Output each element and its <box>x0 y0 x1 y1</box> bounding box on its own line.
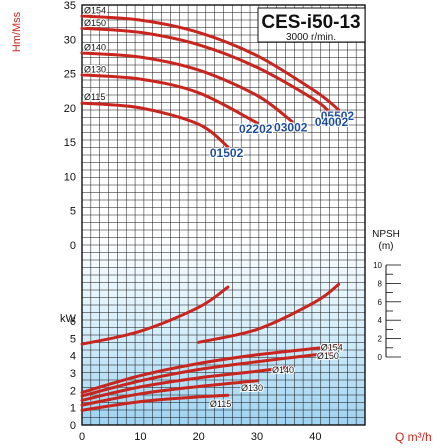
impeller-label: Ø115 <box>84 92 105 102</box>
npsh-tick-label: 10 <box>373 261 382 270</box>
x-axis-label: Q m³/h <box>395 430 432 444</box>
npsh-tick-label: 8 <box>378 279 383 288</box>
y-tick-label-head: 20 <box>64 103 76 115</box>
head-series-label: 02202 <box>239 122 273 136</box>
y-tick-label-head: 10 <box>64 171 76 183</box>
npsh-curve <box>197 282 341 344</box>
y-tick-label-head: 35 <box>64 0 76 12</box>
plot-border <box>81 4 366 426</box>
power-curve <box>80 379 259 407</box>
y-tick-label-head: 15 <box>64 137 76 149</box>
impeller-label: Ø140 <box>84 43 106 53</box>
npsh-curve <box>80 285 230 346</box>
head-curve-02202 <box>80 73 259 125</box>
head-curve-03002 <box>80 51 294 124</box>
y-tick-label-power: 2 <box>70 385 76 397</box>
curve-labels: 0550204002030020220201502Ø154Ø150Ø140Ø13… <box>83 5 355 411</box>
power-series-label: Ø154 <box>321 343 343 353</box>
power-series-label: Ø140 <box>272 365 294 375</box>
head-curve-04002 <box>80 26 335 118</box>
power-series-label: Ø115 <box>210 399 231 409</box>
y-tick-label-head: 25 <box>64 69 76 81</box>
x-tick-label: 30 <box>251 431 263 443</box>
curves <box>80 14 341 412</box>
power-curve <box>80 344 341 394</box>
head-series-label: 03002 <box>274 121 308 135</box>
power-curve <box>80 393 230 412</box>
x-tick-label: 10 <box>134 431 146 443</box>
plot-frame <box>81 4 366 426</box>
power-series-label: Ø130 <box>241 383 263 393</box>
power-series-label: Ø150 <box>317 351 339 361</box>
npsh-unit: (m) <box>379 241 394 252</box>
y-tick-label-power: 6 <box>70 316 76 328</box>
npsh-label: NPSH <box>372 229 400 240</box>
x-tick-label: 20 <box>193 431 205 443</box>
y-tick-label-power: 5 <box>70 333 76 345</box>
power-curve <box>80 365 294 402</box>
y-axis-label-head: Hm/Mss <box>11 11 23 52</box>
title-box: CES-i50-13 3000 r/min. <box>257 7 366 43</box>
x-tick-label: 40 <box>309 431 321 443</box>
npsh-tick-label: 2 <box>378 335 383 344</box>
head-curve-01502 <box>80 101 230 149</box>
npsh-tick-label: 4 <box>378 316 383 325</box>
y-tick-label-power: 3 <box>70 368 76 380</box>
npsh-tick-label: 0 <box>378 353 383 362</box>
y-tick-label-power: 1 <box>70 403 76 415</box>
chart-subtitle: 3000 r/min. <box>286 32 336 43</box>
head-curve-05502 <box>80 14 341 112</box>
impeller-label: Ø130 <box>84 65 106 75</box>
impeller-label: Ø150 <box>84 18 106 28</box>
x-tick-label: 0 <box>79 431 85 443</box>
y-tick-label-head: 5 <box>70 206 76 218</box>
y-axis-label-power: kW <box>60 313 77 325</box>
npsh-tick-label: 6 <box>378 298 383 307</box>
power-curve <box>80 351 335 398</box>
y-tick-label-head: 0 <box>70 240 76 252</box>
y-tick-label-power: 0 <box>70 420 76 432</box>
y-tick-label-head: 30 <box>64 34 76 46</box>
y-tick-label-power: 4 <box>70 351 76 363</box>
head-series-label: 01502 <box>210 146 244 160</box>
npsh-scale: 10 8 6 4 2 0 <box>373 261 401 362</box>
head-series-label: 05502 <box>321 109 355 123</box>
chart-title: CES-i50-13 <box>261 12 360 33</box>
impeller-label: Ø154 <box>84 6 106 16</box>
head-series-label: 04002 <box>315 115 349 129</box>
